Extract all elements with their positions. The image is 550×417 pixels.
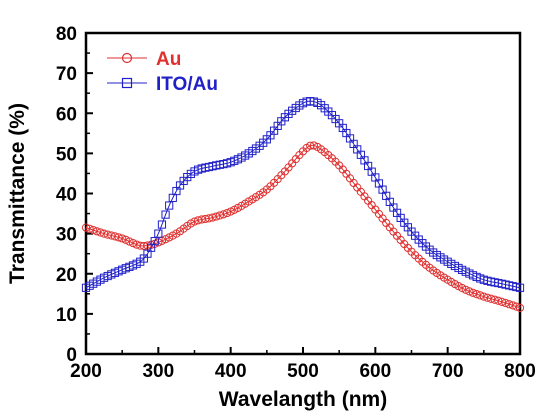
y-tick-label: 70 bbox=[56, 64, 77, 85]
y-tick-label: 80 bbox=[56, 24, 77, 45]
series-1 bbox=[81, 141, 525, 312]
data-point bbox=[157, 220, 167, 229]
legend-item: Au bbox=[107, 49, 181, 70]
data-point bbox=[515, 303, 525, 312]
data-point bbox=[476, 291, 485, 300]
data-point bbox=[472, 290, 481, 299]
y-axis-title: Transmittance (%) bbox=[6, 103, 29, 284]
data-point bbox=[222, 208, 232, 218]
data-point bbox=[81, 223, 91, 232]
data-point bbox=[505, 300, 514, 309]
legend-label: ITO/Au bbox=[156, 74, 218, 95]
data-point bbox=[110, 232, 120, 241]
series-layer bbox=[81, 97, 525, 312]
data-point bbox=[212, 212, 221, 221]
legend-marker bbox=[121, 52, 133, 64]
legend-item: ITO/Au bbox=[107, 74, 218, 95]
data-point bbox=[128, 239, 138, 248]
data-point bbox=[89, 225, 98, 235]
data-point bbox=[497, 297, 507, 306]
y-tick-label: 60 bbox=[56, 104, 77, 125]
x-tick-label: 200 bbox=[70, 361, 102, 382]
data-point bbox=[479, 292, 488, 301]
data-point bbox=[501, 298, 510, 308]
data-point bbox=[512, 302, 521, 311]
data-point bbox=[465, 287, 474, 296]
y-tick-label: 30 bbox=[56, 225, 77, 246]
x-tick-label: 700 bbox=[432, 361, 464, 382]
data-point bbox=[125, 237, 134, 246]
data-point bbox=[208, 213, 217, 222]
data-point bbox=[161, 210, 170, 219]
x-axis-title: Wavelangth (nm) bbox=[219, 388, 387, 411]
y-tick-label: 20 bbox=[56, 265, 77, 286]
y-tick-label: 0 bbox=[66, 345, 77, 366]
data-point bbox=[486, 294, 496, 303]
data-point bbox=[468, 288, 478, 297]
y-tick-label: 50 bbox=[56, 144, 77, 165]
x-tick-label: 300 bbox=[142, 361, 174, 382]
series-2 bbox=[81, 97, 525, 292]
y-tick-label: 10 bbox=[56, 305, 77, 326]
data-point bbox=[515, 283, 525, 292]
data-point bbox=[215, 211, 224, 220]
data-point bbox=[154, 229, 163, 238]
data-point bbox=[309, 141, 318, 150]
legend: Au ITO/Au bbox=[107, 49, 218, 95]
legend-marker bbox=[121, 77, 133, 89]
data-point bbox=[121, 235, 130, 244]
x-tick-label: 800 bbox=[504, 361, 536, 382]
y-tick-label: 40 bbox=[56, 185, 77, 206]
data-point bbox=[190, 217, 199, 226]
data-point bbox=[85, 224, 94, 233]
data-point bbox=[92, 227, 101, 236]
data-point bbox=[494, 296, 503, 305]
data-point bbox=[219, 210, 228, 219]
data-point bbox=[508, 301, 517, 310]
x-tick-label: 600 bbox=[359, 361, 391, 382]
plot-frame bbox=[84, 31, 522, 356]
data-point bbox=[114, 233, 123, 242]
x-tick-label: 500 bbox=[287, 361, 319, 382]
data-point bbox=[461, 285, 470, 294]
data-point bbox=[490, 295, 499, 304]
data-point bbox=[118, 234, 127, 243]
x-tick-label: 400 bbox=[215, 361, 247, 382]
legend-label: Au bbox=[156, 49, 181, 70]
data-point bbox=[483, 293, 492, 302]
axis-ticks: 200 300 400 500 600 700 800 0 10 20 30 40 50 60 70 80 bbox=[56, 24, 536, 382]
data-point bbox=[96, 228, 105, 237]
